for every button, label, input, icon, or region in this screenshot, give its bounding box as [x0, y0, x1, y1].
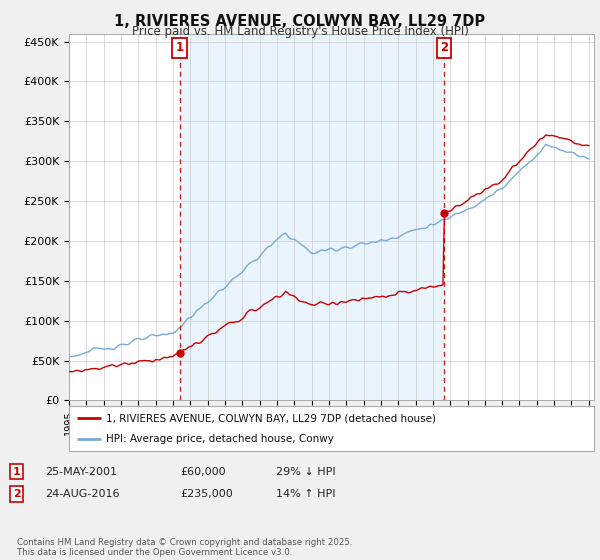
Text: HPI: Average price, detached house, Conwy: HPI: Average price, detached house, Conw…	[106, 433, 334, 444]
Text: 29% ↓ HPI: 29% ↓ HPI	[276, 466, 335, 477]
Text: 2: 2	[13, 489, 20, 499]
Bar	[179, 34, 444, 400]
Text: 1, RIVIERES AVENUE, COLWYN BAY, LL29 7DP: 1, RIVIERES AVENUE, COLWYN BAY, LL29 7DP	[115, 14, 485, 29]
Text: 1: 1	[175, 41, 184, 54]
Text: Contains HM Land Registry data © Crown copyright and database right 2025.
This d: Contains HM Land Registry data © Crown c…	[17, 538, 352, 557]
Text: £60,000: £60,000	[180, 466, 226, 477]
Text: 1: 1	[13, 466, 20, 477]
Text: £235,000: £235,000	[180, 489, 233, 499]
Text: Price paid vs. HM Land Registry's House Price Index (HPI): Price paid vs. HM Land Registry's House …	[131, 25, 469, 38]
Text: 25-MAY-2001: 25-MAY-2001	[45, 466, 117, 477]
Text: 1, RIVIERES AVENUE, COLWYN BAY, LL29 7DP (detached house): 1, RIVIERES AVENUE, COLWYN BAY, LL29 7DP…	[106, 413, 436, 423]
Text: 2: 2	[440, 41, 448, 54]
Text: 14% ↑ HPI: 14% ↑ HPI	[276, 489, 335, 499]
Text: 24-AUG-2016: 24-AUG-2016	[45, 489, 119, 499]
